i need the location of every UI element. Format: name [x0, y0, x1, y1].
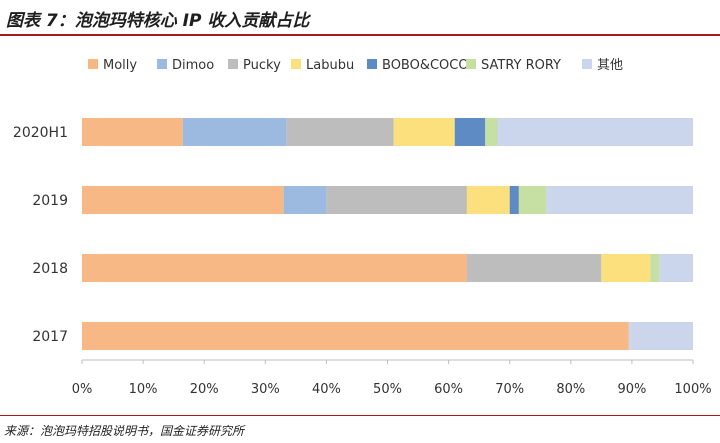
- category-label: 2017: [32, 329, 68, 345]
- bar-segment: [283, 186, 327, 214]
- legend-label: Pucky: [243, 58, 281, 73]
- bar-segment: [659, 254, 693, 282]
- legend-label: Labubu: [306, 58, 354, 73]
- x-tick-label: 10%: [129, 382, 158, 397]
- legend-swatch: [466, 59, 476, 69]
- legend-label: Dimoo: [172, 58, 214, 73]
- bar-segment: [466, 254, 602, 282]
- stacked-bar-chart: Molly Dimoo Pucky Labubu BOBO&COCO SATRY RORY…: [13, 58, 712, 397]
- bar-segment: [393, 118, 455, 146]
- x-tick-label: 20%: [190, 382, 219, 397]
- x-tick-label: 60%: [434, 382, 463, 397]
- bar-segment: [286, 118, 394, 146]
- source-note: 来源：泡泡玛特招股说明书，国金证券研究所: [4, 424, 245, 438]
- bar-segment: [650, 254, 660, 282]
- figure-title: 图表 7：泡泡玛特核心 IP 收入贡献占比: [6, 11, 310, 31]
- category-label: 2020H1: [13, 125, 68, 141]
- x-tick-label: 100%: [674, 382, 711, 397]
- legend-label: SATRY RORY: [481, 58, 561, 73]
- bar-segment: [497, 118, 693, 146]
- source-bar: 来源：泡泡玛特招股说明书，国金证券研究所: [0, 415, 720, 443]
- bar-segment: [546, 186, 693, 214]
- bar-segment: [628, 322, 693, 350]
- legend-label: 其他: [597, 58, 623, 73]
- bar-segment: [601, 254, 651, 282]
- x-tick-label: 80%: [556, 382, 585, 397]
- legend-label: Molly: [103, 58, 137, 73]
- x-tick-label: 0%: [72, 382, 93, 397]
- bar-segment: [485, 118, 498, 146]
- legend-swatch: [157, 59, 167, 69]
- bar-segment: [82, 322, 629, 350]
- bar-segment: [466, 186, 510, 214]
- legend-swatch: [88, 59, 98, 69]
- bar-segment: [454, 118, 486, 146]
- bar-segment: [82, 186, 284, 214]
- figure-title-bar: 图表 7：泡泡玛特核心 IP 收入贡献占比: [0, 0, 720, 36]
- bar-segment: [82, 254, 467, 282]
- bar-segment: [182, 118, 287, 146]
- x-tick-label: 70%: [495, 382, 524, 397]
- legend-swatch: [228, 59, 238, 69]
- bar-segment: [518, 186, 547, 214]
- x-tick-label: 90%: [617, 382, 646, 397]
- x-tick-label: 30%: [251, 382, 280, 397]
- bar-segment: [509, 186, 519, 214]
- bar-segment: [326, 186, 467, 214]
- legend-swatch: [291, 59, 301, 69]
- legend-label: BOBO&COCO: [382, 58, 469, 73]
- x-tick-label: 40%: [312, 382, 341, 397]
- legend-swatch: [582, 59, 592, 69]
- legend-swatch: [367, 59, 377, 69]
- x-tick-label: 50%: [373, 382, 402, 397]
- category-label: 2019: [32, 193, 68, 209]
- bar-segment: [82, 118, 183, 146]
- category-label: 2018: [32, 261, 68, 277]
